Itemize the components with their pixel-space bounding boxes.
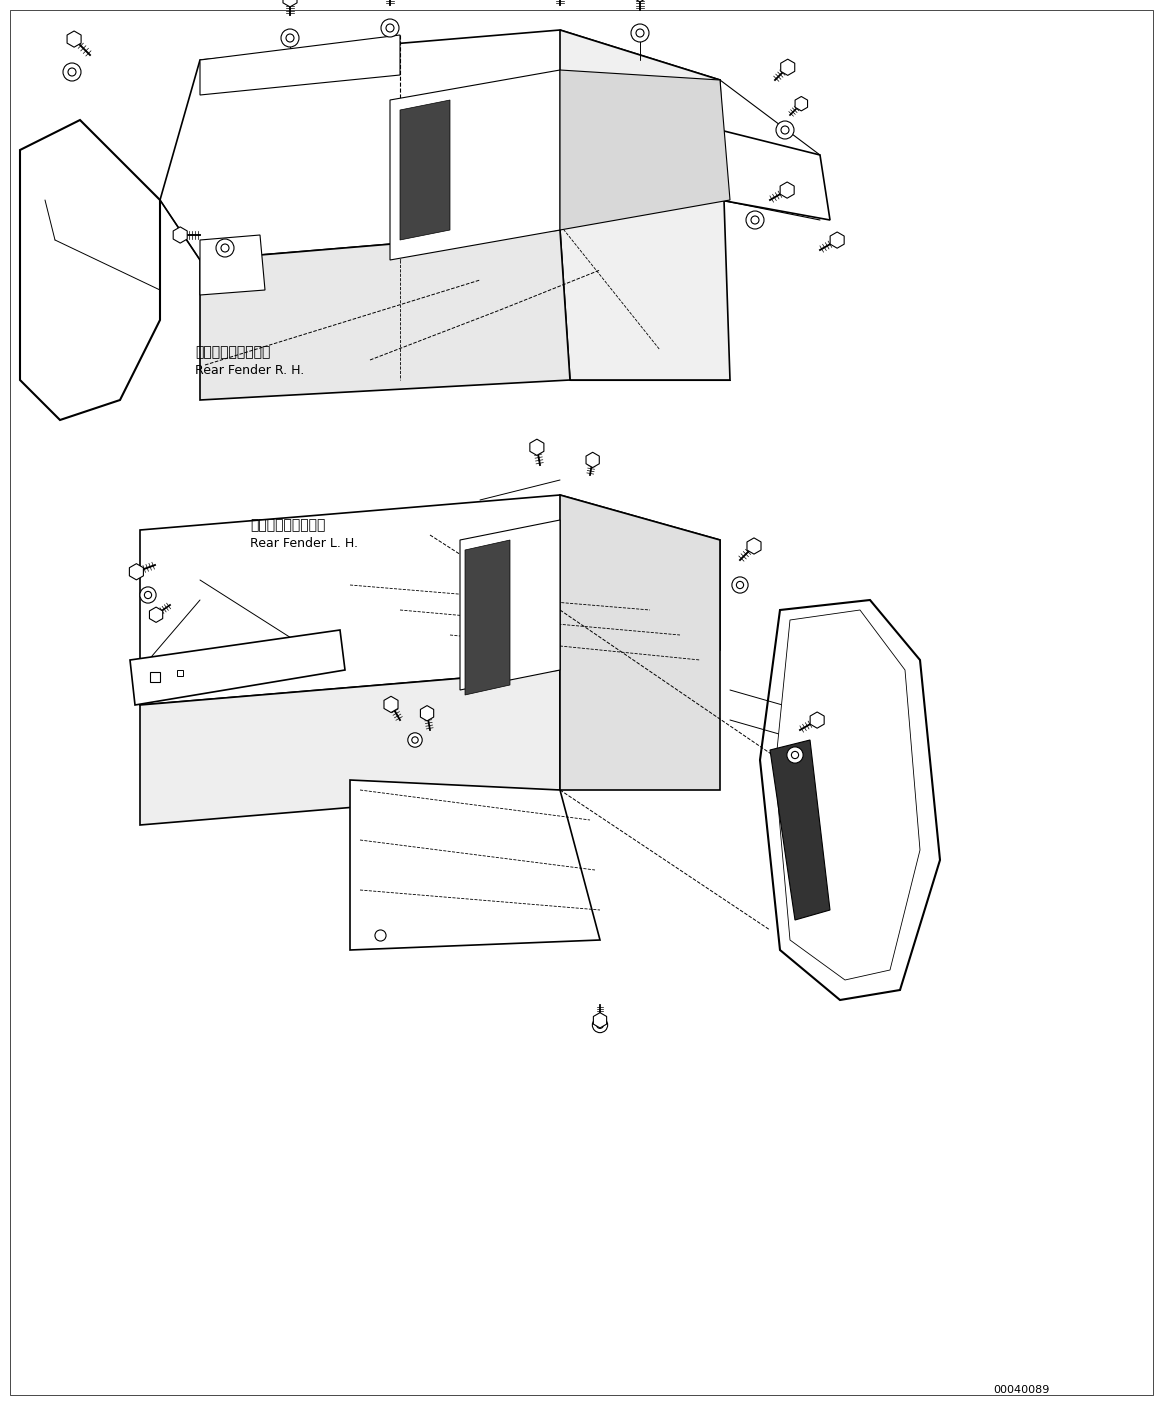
Polygon shape: [200, 235, 265, 295]
Text: リヤーフェンダ　右: リヤーフェンダ 右: [195, 346, 270, 360]
Polygon shape: [561, 495, 720, 790]
Polygon shape: [759, 600, 940, 1000]
Polygon shape: [160, 30, 720, 260]
Polygon shape: [811, 712, 825, 728]
Polygon shape: [140, 495, 720, 705]
Polygon shape: [586, 452, 599, 468]
Polygon shape: [561, 30, 730, 379]
Polygon shape: [67, 31, 81, 48]
Circle shape: [732, 577, 748, 593]
Polygon shape: [420, 705, 434, 721]
Circle shape: [791, 752, 799, 759]
Circle shape: [636, 30, 644, 37]
Polygon shape: [530, 440, 544, 455]
Polygon shape: [140, 670, 561, 825]
Circle shape: [776, 121, 794, 139]
Polygon shape: [200, 230, 570, 400]
Polygon shape: [173, 226, 187, 243]
Circle shape: [63, 63, 81, 81]
Polygon shape: [129, 563, 143, 580]
Polygon shape: [150, 607, 163, 622]
Polygon shape: [830, 232, 844, 249]
Polygon shape: [400, 100, 450, 240]
Polygon shape: [465, 540, 511, 695]
Circle shape: [221, 244, 229, 251]
Polygon shape: [20, 119, 160, 420]
Circle shape: [597, 1021, 604, 1028]
Circle shape: [745, 211, 764, 229]
Polygon shape: [770, 740, 830, 920]
Circle shape: [408, 733, 422, 747]
Text: Rear Fender L. H.: Rear Fender L. H.: [250, 537, 358, 549]
Polygon shape: [795, 97, 807, 111]
Circle shape: [140, 587, 156, 603]
Circle shape: [67, 67, 76, 76]
Circle shape: [286, 34, 294, 42]
Circle shape: [281, 30, 299, 46]
Polygon shape: [384, 697, 398, 712]
Text: リヤーフェンダ　左: リヤーフェンダ 左: [250, 518, 326, 532]
Circle shape: [736, 582, 743, 589]
Circle shape: [386, 24, 394, 32]
Polygon shape: [593, 1013, 607, 1028]
Circle shape: [592, 1017, 607, 1033]
Polygon shape: [350, 780, 600, 950]
Polygon shape: [283, 0, 297, 7]
Text: 00040089: 00040089: [993, 1385, 1050, 1395]
Polygon shape: [200, 35, 400, 96]
Circle shape: [144, 592, 151, 599]
Polygon shape: [130, 629, 345, 705]
Circle shape: [787, 747, 804, 763]
Polygon shape: [780, 59, 794, 76]
Circle shape: [381, 20, 399, 37]
Circle shape: [632, 24, 649, 42]
Polygon shape: [633, 0, 647, 1]
Polygon shape: [747, 538, 761, 554]
Polygon shape: [390, 70, 561, 260]
Circle shape: [216, 239, 234, 257]
Polygon shape: [780, 183, 794, 198]
Polygon shape: [775, 610, 920, 981]
Circle shape: [751, 216, 759, 223]
Circle shape: [412, 736, 419, 743]
Polygon shape: [561, 70, 730, 230]
Text: Rear Fender R. H.: Rear Fender R. H.: [195, 364, 305, 377]
Circle shape: [782, 126, 789, 133]
Polygon shape: [461, 520, 561, 690]
Polygon shape: [720, 131, 830, 221]
